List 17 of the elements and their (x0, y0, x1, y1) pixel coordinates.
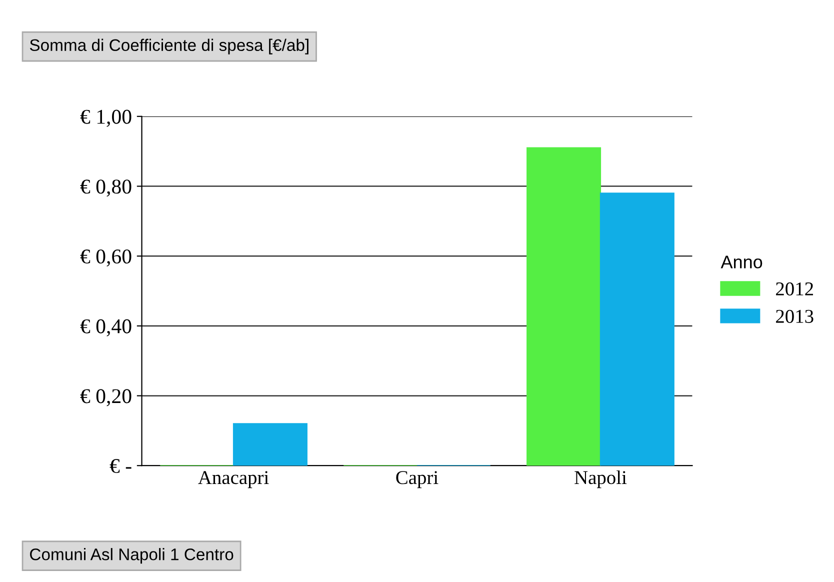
y-tick-label: € 0,40 (80, 319, 132, 336)
x-tick-label: Capri (396, 471, 438, 488)
legend-title: Anno (720, 256, 762, 268)
x-tick-label: Napoli (574, 470, 627, 488)
bar (232, 423, 308, 466)
x-axis-title: Comuni Asl Napoli 1 Centro (30, 548, 234, 564)
legend-label: 2012 (776, 282, 813, 296)
y-tick-label: € - (110, 459, 132, 474)
legend-label: 2013 (776, 310, 814, 323)
bar (600, 192, 674, 466)
bar (526, 147, 602, 466)
x-tick-label: Anacapri (198, 471, 269, 488)
y-tick-label: € 0,60 (80, 249, 132, 267)
chart-title: Somma di Coefficiente di spesa [€/ab] (30, 38, 308, 54)
y-tick-label: € 1,00 (80, 110, 132, 127)
y-tick-label: € 0,80 (80, 180, 132, 197)
y-tick-label: € 0,20 (80, 389, 132, 406)
